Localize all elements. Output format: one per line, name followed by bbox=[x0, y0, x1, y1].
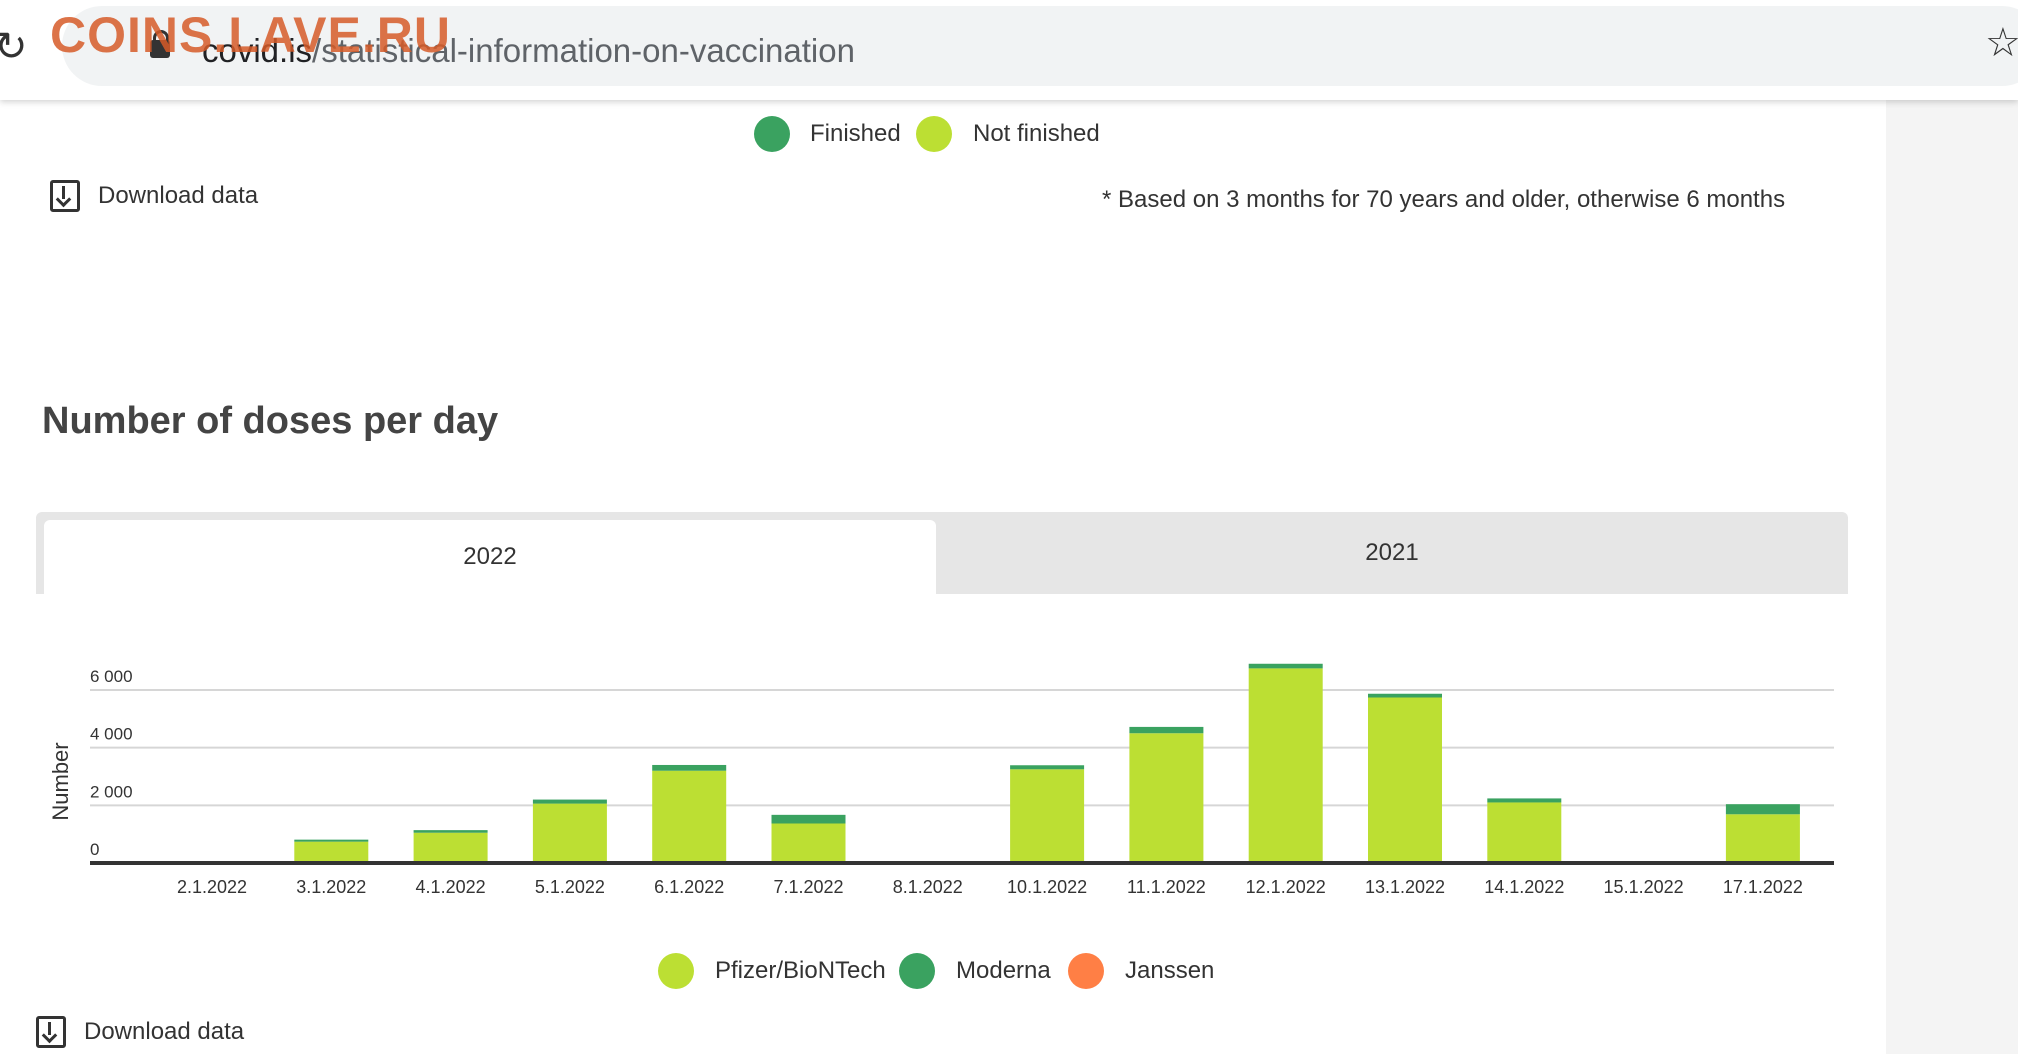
legend-dot-finished bbox=[754, 116, 790, 152]
doses-bar-chart: 0 2 000 4 000 6 000 Number 2.1.2022 3.1.2022 4.… bbox=[48, 663, 1834, 897]
x-tick-label: 15.1.2022 bbox=[1604, 877, 1684, 897]
x-tick-label: 13.1.2022 bbox=[1365, 877, 1445, 897]
x-tick-label: 11.1.2022 bbox=[1127, 877, 1206, 897]
address-bar-url[interactable]: covid.is/statistical-information-on-vacc… bbox=[202, 32, 855, 69]
download-icon bbox=[50, 180, 80, 212]
bar-moderna bbox=[413, 830, 488, 833]
bar-pfizer-biontech bbox=[413, 832, 488, 863]
y-tick-label: 2 000 bbox=[90, 782, 133, 801]
legend-dot-pfizer bbox=[658, 953, 694, 989]
y-tick-label: 0 bbox=[90, 840, 99, 859]
bar-moderna bbox=[1368, 693, 1442, 698]
download-data-button-top[interactable]: Download data bbox=[50, 180, 258, 212]
section-title: Number of doses per day bbox=[42, 400, 499, 442]
download-data-button-bottom[interactable]: Download data bbox=[36, 1016, 244, 1048]
watermark-logo: COINS.LAVE.RU bbox=[50, 7, 451, 63]
bar-pfizer-biontech bbox=[1487, 802, 1562, 863]
bar-pfizer-biontech bbox=[652, 770, 727, 863]
x-tick-label: 3.1.2022 bbox=[296, 877, 366, 897]
bar-pfizer-biontech bbox=[1248, 668, 1323, 863]
bar-moderna bbox=[1248, 663, 1323, 669]
bar-moderna bbox=[1725, 804, 1800, 815]
x-tick-label: 14.1.2022 bbox=[1484, 877, 1564, 897]
bar-moderna bbox=[771, 814, 846, 824]
legend-label-janssen: Janssen bbox=[1125, 957, 1215, 984]
bar-pfizer-biontech bbox=[532, 803, 607, 863]
download-icon bbox=[36, 1016, 66, 1048]
bottom-legend: Pfizer/BioNTech Moderna Janssen bbox=[0, 950, 1886, 990]
top-legend: Finished Not finished bbox=[0, 116, 1886, 156]
lock-icon bbox=[150, 30, 170, 58]
download-data-label: Download data bbox=[84, 1018, 245, 1045]
year-tabs: 2022 2021 bbox=[36, 512, 1848, 594]
x-tick-label: 2.1.2022 bbox=[177, 877, 247, 897]
bar-moderna bbox=[652, 764, 727, 771]
legend-label-finished: Finished bbox=[810, 120, 901, 147]
x-tick-label: 8.1.2022 bbox=[893, 877, 963, 897]
x-tick-label: 4.1.2022 bbox=[416, 877, 486, 897]
legend-label-moderna: Moderna bbox=[956, 957, 1051, 984]
legend-label-pfizer: Pfizer/BioNTech bbox=[715, 957, 886, 984]
legend-dot-not-finished bbox=[916, 116, 952, 152]
x-tick-label: 5.1.2022 bbox=[535, 877, 605, 897]
page-side-margin bbox=[1886, 100, 2018, 1054]
footnote: * Based on 3 months for 70 years and old… bbox=[1102, 186, 1786, 213]
legend-dot-janssen bbox=[1068, 953, 1104, 989]
bar-pfizer-biontech bbox=[771, 823, 846, 863]
bar-pfizer-biontech bbox=[294, 841, 369, 863]
bar-pfizer-biontech bbox=[1129, 733, 1204, 863]
bar-moderna bbox=[532, 799, 607, 804]
bookmark-star-icon[interactable]: ☆ bbox=[1985, 21, 2018, 65]
bar-moderna bbox=[1010, 765, 1085, 770]
address-bar[interactable]: covid.is/statistical-information-on-vacc… bbox=[62, 6, 2018, 86]
y-axis-label: Number bbox=[48, 742, 73, 820]
x-tick-label: 7.1.2022 bbox=[773, 877, 843, 897]
bar-moderna bbox=[1487, 798, 1562, 803]
y-tick-label: 4 000 bbox=[90, 725, 133, 744]
legend-label-not-finished: Not finished bbox=[973, 120, 1100, 147]
bar-moderna bbox=[294, 839, 369, 842]
legend-dot-moderna bbox=[899, 953, 935, 989]
bar-pfizer-biontech bbox=[1725, 814, 1800, 863]
x-tick-label: 6.1.2022 bbox=[654, 877, 724, 897]
x-tick-label: 17.1.2022 bbox=[1723, 877, 1803, 897]
tab-2021[interactable]: 2021 bbox=[1365, 539, 1419, 566]
bar-moderna bbox=[1129, 726, 1204, 734]
bar-pfizer-biontech bbox=[1368, 697, 1442, 863]
download-data-label: Download data bbox=[98, 182, 259, 209]
x-tick-label: 10.1.2022 bbox=[1007, 877, 1087, 897]
bar-pfizer-biontech bbox=[1010, 769, 1085, 863]
reload-icon[interactable]: ↻ bbox=[0, 25, 28, 69]
x-tick-label: 12.1.2022 bbox=[1246, 877, 1326, 897]
tab-2022[interactable]: 2022 bbox=[44, 520, 936, 594]
browser-toolbar: covid.is/statistical-information-on-vacc… bbox=[0, 0, 2018, 100]
y-tick-label: 6 000 bbox=[90, 667, 133, 686]
